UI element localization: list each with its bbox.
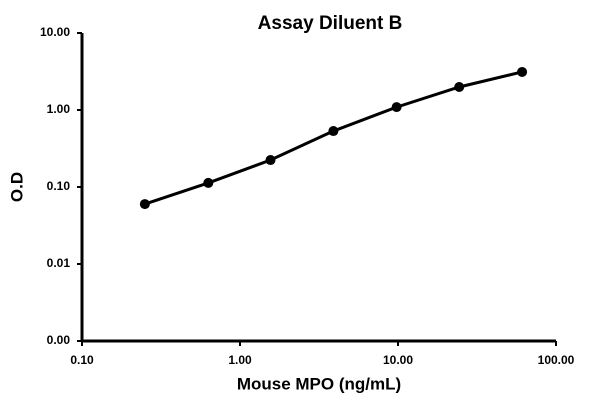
data-point: [517, 66, 528, 77]
chart-title: Assay Diluent B: [258, 13, 403, 34]
y-tick-label: 0.00: [47, 333, 71, 347]
x-tick-label: 1.00: [228, 353, 252, 367]
x-tick-label: 100.00: [538, 353, 575, 367]
y-tick-label: 1.00: [47, 102, 71, 116]
data-point: [139, 199, 150, 210]
y-tick-label: 0.10: [47, 179, 71, 193]
data-point: [203, 177, 214, 188]
y-axis-label: O.D: [7, 172, 26, 202]
x-tick-label: 0.10: [70, 353, 94, 367]
data-point: [328, 126, 339, 137]
data-point: [454, 81, 465, 92]
y-tick-label: 0.01: [47, 256, 71, 270]
data-line: [144, 70, 523, 206]
data-point: [391, 102, 402, 113]
x-axis-label: Mouse MPO (ng/mL): [237, 374, 401, 393]
y-tick-label: 10.00: [40, 25, 70, 39]
data-point: [265, 155, 276, 166]
x-tick-label: 10.00: [383, 353, 413, 367]
